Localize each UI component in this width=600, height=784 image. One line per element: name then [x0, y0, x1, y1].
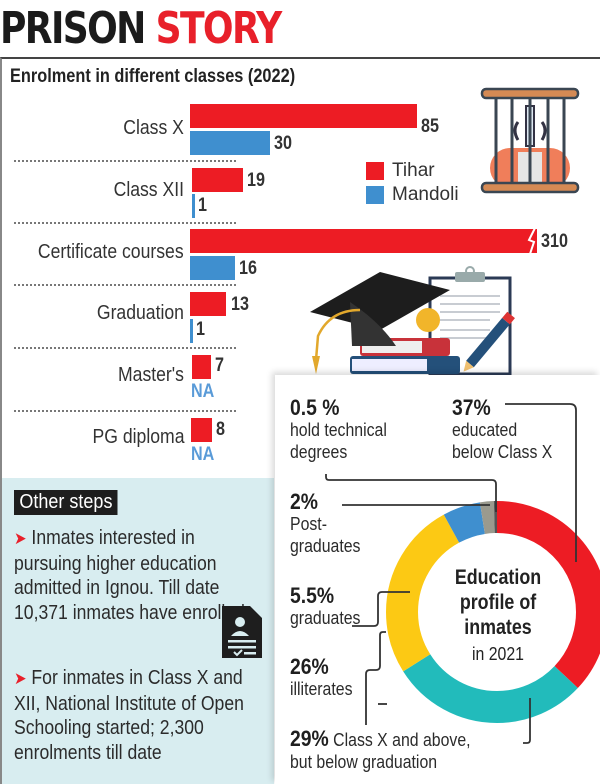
- bar-mandoli-certificate-courses: [190, 256, 235, 280]
- infographic-frame: [0, 57, 600, 784]
- row-separator: [14, 284, 236, 286]
- row-separator: [14, 410, 236, 412]
- donut-label-illiterates: 26% illiterates: [290, 654, 353, 700]
- bar-tihar-class-x: [190, 104, 417, 128]
- donut-label-below-class-x: 37% educated below Class X: [452, 395, 553, 463]
- value-tihar-masters: 7: [215, 355, 224, 376]
- category-label-masters: Master's: [118, 364, 184, 386]
- bar-tihar-certificate-courses: [190, 229, 537, 253]
- value-mandoli-pg-diploma: NA: [191, 444, 215, 465]
- donut-label-class-x-above: 29% Class X and above, but below graduat…: [290, 726, 471, 773]
- resume-document-icon: [222, 606, 262, 658]
- bar-tihar-masters: [192, 355, 211, 379]
- donut-label-postgraduates: 2% Post- graduates: [290, 489, 361, 557]
- bar-tihar-class-xii: [192, 168, 243, 192]
- donut-center-title: Education profile of inmates: [454, 566, 542, 639]
- prisoner-behind-bars-icon: [480, 87, 580, 194]
- donut-panel: [275, 375, 600, 784]
- other-steps-heading: Other steps: [14, 490, 118, 515]
- other-step-item: ➤ Inmates interested in pursuing higher …: [14, 527, 245, 624]
- bar-mandoli-class-x: [190, 131, 270, 155]
- category-label-class-x: Class X: [123, 117, 184, 139]
- page-title: PRISON STORY: [0, 3, 282, 54]
- value-tihar-graduation: 13: [231, 294, 249, 315]
- category-label-graduation: Graduation: [96, 302, 184, 324]
- legend-tihar: Tihar: [366, 160, 435, 182]
- red-arrowhead-icon: ➤: [14, 669, 27, 688]
- donut-center-label: Education profile of inmates in 2021: [420, 565, 576, 665]
- value-tihar-certificate-courses: 310: [541, 231, 568, 252]
- bar-mandoli-class-xii: [192, 194, 195, 218]
- other-step-item: ➤ For inmates in Class X and XII, Nation…: [14, 667, 244, 764]
- value-mandoli-class-x: 30: [274, 133, 292, 154]
- bar-tihar-pg-diploma: [191, 418, 212, 442]
- value-mandoli-class-xii: 1: [198, 195, 207, 216]
- bar-mandoli-graduation: [190, 319, 193, 343]
- donut-label-technical: 0.5 % hold technical degrees: [290, 395, 387, 463]
- value-tihar-class-xii: 19: [247, 170, 265, 191]
- legend-swatch-tihar: [366, 162, 384, 180]
- value-mandoli-graduation: 1: [196, 319, 205, 340]
- axis-break-marker: [527, 228, 536, 254]
- value-tihar-class-x: 85: [421, 116, 439, 137]
- other-steps-panel: Other steps ➤ Inmates interested in purs…: [2, 478, 274, 784]
- category-label-class-xii: Class XII: [113, 179, 184, 201]
- row-separator: [14, 347, 236, 349]
- value-mandoli-masters: NA: [191, 381, 215, 402]
- graduation-cap-books-clipboard-icon: [310, 266, 515, 376]
- red-arrowhead-icon: ➤: [14, 529, 27, 548]
- category-label-certificate-courses: Certificate courses: [38, 241, 184, 263]
- value-tihar-pg-diploma: 8: [216, 419, 225, 440]
- row-separator: [14, 222, 236, 224]
- value-mandoli-certificate-courses: 16: [239, 258, 257, 279]
- legend-mandoli: Mandoli: [366, 184, 459, 206]
- donut-center-year: in 2021: [472, 644, 524, 664]
- legend-swatch-mandoli: [366, 186, 384, 204]
- donut-label-graduates: 5.5% graduates: [290, 583, 361, 629]
- bar-tihar-graduation: [190, 292, 226, 316]
- category-label-pg-diploma: PG diploma: [92, 426, 184, 448]
- row-separator: [14, 160, 236, 162]
- bar-chart-title: Enrolment in different classes (2022): [10, 66, 296, 87]
